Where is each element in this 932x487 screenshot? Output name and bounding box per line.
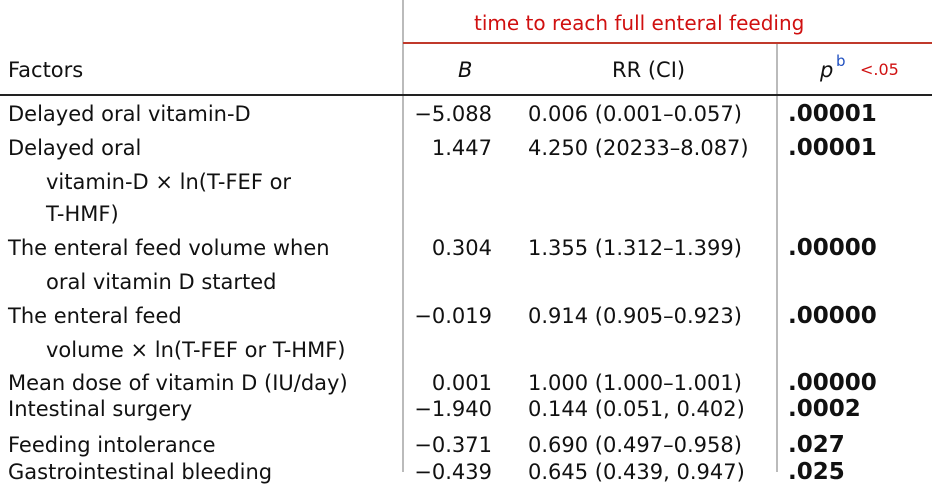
p-value: .00000 — [788, 370, 877, 396]
annotation-rule — [403, 42, 932, 44]
b-value: −0.371 — [414, 433, 492, 457]
factor: T-HMF) — [46, 202, 119, 226]
b-value: −5.088 — [414, 102, 492, 126]
rr-value: 4.250 (20233–8.087) — [528, 136, 749, 160]
p-value: .027 — [788, 432, 845, 458]
p-value: .0002 — [788, 396, 861, 422]
header-rule — [0, 94, 932, 96]
b-value: 0.001 — [431, 371, 492, 395]
header-p-sup: b — [836, 52, 846, 70]
factor: volume × ln(T-FEF or T-HMF) — [46, 338, 346, 362]
b-value: 0.304 — [431, 236, 492, 260]
factor: Mean dose of vitamin D (IU/day) — [8, 371, 348, 395]
p-value: .00000 — [788, 235, 877, 261]
rr-value: 1.355 (1.312–1.399) — [528, 236, 742, 260]
column-divider — [776, 44, 778, 472]
p-value: .025 — [788, 459, 845, 485]
factor: Intestinal surgery — [8, 397, 193, 421]
annotation: time to reach full enteral feeding — [474, 11, 805, 35]
header-p-note: <.05 — [860, 60, 899, 79]
header-p: p — [820, 58, 834, 82]
p-value: .00001 — [788, 135, 877, 161]
header-rr: RR (CI) — [612, 58, 686, 82]
factor: oral vitamin D started — [46, 270, 277, 294]
rr-value: 0.144 (0.051, 0.402) — [528, 397, 745, 421]
header-b: B — [458, 58, 473, 82]
factor: Delayed oral vitamin-D — [8, 102, 251, 126]
factor: Delayed oral — [8, 136, 142, 160]
factor: The enteral feed — [8, 304, 182, 328]
header-factors: Factors — [8, 58, 84, 82]
b-value: −0.019 — [414, 304, 492, 328]
rr-value: 0.006 (0.001–0.057) — [528, 102, 742, 126]
factor: Gastrointestinal bleeding — [8, 460, 273, 484]
b-value: −0.439 — [414, 460, 492, 484]
factor: Feeding intolerance — [8, 433, 216, 457]
rr-value: 1.000 (1.000–1.001) — [528, 371, 742, 395]
p-value: .00001 — [788, 101, 877, 127]
b-value: 1.447 — [431, 136, 492, 160]
rr-value: 0.914 (0.905–0.923) — [528, 304, 742, 328]
b-value: −1.940 — [414, 397, 492, 421]
rr-value: 0.645 (0.439, 0.947) — [528, 460, 745, 484]
factor: vitamin-D × ln(T-FEF or — [46, 170, 292, 194]
p-value: .00000 — [788, 303, 877, 329]
factor: The enteral feed volume when — [8, 236, 330, 260]
column-divider — [402, 0, 404, 472]
rr-value: 0.690 (0.497–0.958) — [528, 433, 742, 457]
